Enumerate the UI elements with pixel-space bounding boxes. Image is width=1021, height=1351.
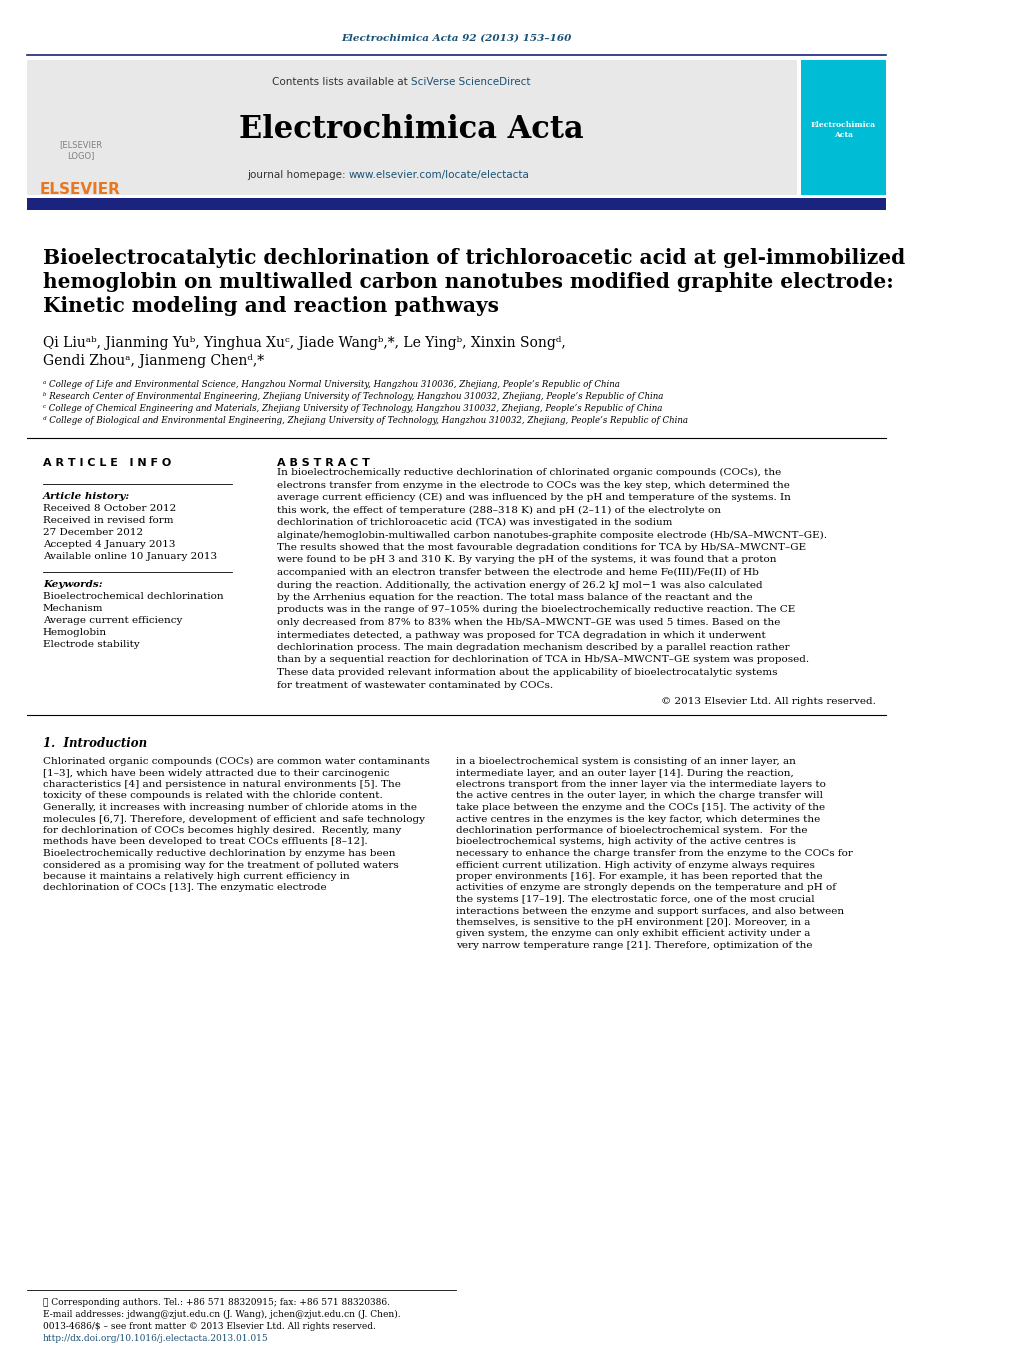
Text: intermediates detected, a pathway was proposed for TCA degradation in which it u: intermediates detected, a pathway was pr… bbox=[277, 631, 766, 639]
Text: Article history:: Article history: bbox=[43, 492, 130, 501]
Text: very narrow temperature range [21]. Therefore, optimization of the: very narrow temperature range [21]. Ther… bbox=[456, 942, 813, 950]
Text: Kinetic modeling and reaction pathways: Kinetic modeling and reaction pathways bbox=[43, 296, 499, 316]
Text: 27 December 2012: 27 December 2012 bbox=[43, 528, 143, 536]
Text: ELSEVIER: ELSEVIER bbox=[40, 182, 120, 197]
Text: the active centres in the outer layer, in which the charge transfer will: the active centres in the outer layer, i… bbox=[456, 792, 823, 801]
Text: accompanied with an electron transfer between the electrode and heme Fe(III)/Fe(: accompanied with an electron transfer be… bbox=[277, 567, 759, 577]
Text: bioelectrochemical systems, high activity of the active centres is: bioelectrochemical systems, high activit… bbox=[456, 838, 795, 847]
Text: ᶜ College of Chemical Engineering and Materials, Zhejiang University of Technolo: ᶜ College of Chemical Engineering and Ma… bbox=[43, 404, 663, 413]
Text: ᵈ College of Biological and Environmental Engineering, Zhejiang University of Te: ᵈ College of Biological and Environmenta… bbox=[43, 416, 688, 426]
FancyBboxPatch shape bbox=[27, 59, 796, 195]
Text: alginate/hemoglobin-multiwalled carbon nanotubes-graphite composite electrode (H: alginate/hemoglobin-multiwalled carbon n… bbox=[277, 531, 827, 539]
Text: Received in revised form: Received in revised form bbox=[43, 516, 174, 526]
Text: Bioelectrocatalytic dechlorination of trichloroacetic acid at gel-immobilized: Bioelectrocatalytic dechlorination of tr… bbox=[43, 249, 906, 267]
Text: active centres in the enzymes is the key factor, which determines the: active centres in the enzymes is the key… bbox=[456, 815, 820, 824]
Text: molecules [6,7]. Therefore, development of efficient and safe technology: molecules [6,7]. Therefore, development … bbox=[43, 815, 425, 824]
Text: Electrochimica Acta: Electrochimica Acta bbox=[239, 115, 584, 146]
Text: dechlorination process. The main degradation mechanism described by a parallel r: dechlorination process. The main degrada… bbox=[277, 643, 790, 653]
Text: Electrochimica
Acta: Electrochimica Acta bbox=[811, 122, 876, 139]
Text: for treatment of wastewater contaminated by COCs.: for treatment of wastewater contaminated… bbox=[277, 681, 553, 689]
Text: interactions between the enzyme and support surfaces, and also between: interactions between the enzyme and supp… bbox=[456, 907, 844, 916]
FancyBboxPatch shape bbox=[27, 199, 886, 209]
Text: [ELSEVIER
LOGO]: [ELSEVIER LOGO] bbox=[59, 141, 102, 159]
Text: ᵇ Research Center of Environmental Engineering, Zhejiang University of Technolog: ᵇ Research Center of Environmental Engin… bbox=[43, 392, 664, 401]
Text: only decreased from 87% to 83% when the Hb/SA–MWCNT–GE was used 5 times. Based o: only decreased from 87% to 83% when the … bbox=[277, 617, 780, 627]
Text: Available online 10 January 2013: Available online 10 January 2013 bbox=[43, 553, 217, 561]
Text: Keywords:: Keywords: bbox=[43, 580, 102, 589]
Text: methods have been developed to treat COCs effluents [8–12].: methods have been developed to treat COC… bbox=[43, 838, 368, 847]
Text: ★ Corresponding authors. Tel.: +86 571 88320915; fax: +86 571 88320386.: ★ Corresponding authors. Tel.: +86 571 8… bbox=[43, 1298, 390, 1306]
Text: A R T I C L E   I N F O: A R T I C L E I N F O bbox=[43, 458, 172, 467]
Text: characteristics [4] and persistence in natural environments [5]. The: characteristics [4] and persistence in n… bbox=[43, 780, 401, 789]
Text: proper environments [16]. For example, it has been reported that the: proper environments [16]. For example, i… bbox=[456, 871, 823, 881]
Text: dechlorination of COCs [13]. The enzymatic electrode: dechlorination of COCs [13]. The enzymat… bbox=[43, 884, 327, 893]
Text: Qi Liuᵃᵇ, Jianming Yuᵇ, Yinghua Xuᶜ, Jiade Wangᵇ,*, Le Yingᵇ, Xinxin Songᵈ,: Qi Liuᵃᵇ, Jianming Yuᵇ, Yinghua Xuᶜ, Jia… bbox=[43, 336, 566, 350]
Text: were found to be pH 3 and 310 K. By varying the pH of the systems, it was found : were found to be pH 3 and 310 K. By vary… bbox=[277, 555, 777, 565]
Text: electrons transfer from enzyme in the electrode to COCs was the key step, which : electrons transfer from enzyme in the el… bbox=[277, 481, 790, 489]
Text: dechlorination performance of bioelectrochemical system.  For the: dechlorination performance of bioelectro… bbox=[456, 825, 808, 835]
Text: In bioelectrochemically reductive dechlorination of chlorinated organic compound: In bioelectrochemically reductive dechlo… bbox=[277, 467, 781, 477]
Text: Contents lists available at: Contents lists available at bbox=[273, 77, 411, 86]
Text: Chlorinated organic compounds (COCs) are common water contaminants: Chlorinated organic compounds (COCs) are… bbox=[43, 757, 430, 766]
Text: hemoglobin on multiwalled carbon nanotubes modified graphite electrode:: hemoglobin on multiwalled carbon nanotub… bbox=[43, 272, 893, 292]
Text: average current efficiency (CE) and was influenced by the pH and temperature of : average current efficiency (CE) and was … bbox=[277, 493, 791, 503]
Text: Generally, it increases with increasing number of chloride atoms in the: Generally, it increases with increasing … bbox=[43, 802, 417, 812]
Text: 0013-4686/$ – see front matter © 2013 Elsevier Ltd. All rights reserved.: 0013-4686/$ – see front matter © 2013 El… bbox=[43, 1323, 376, 1331]
Text: by the Arrhenius equation for the reaction. The total mass balance of the reacta: by the Arrhenius equation for the reacti… bbox=[277, 593, 752, 603]
Text: Bioelectrochemical dechlorination: Bioelectrochemical dechlorination bbox=[43, 592, 224, 601]
Text: than by a sequential reaction for dechlorination of TCA in Hb/SA–MWCNT–GE system: than by a sequential reaction for dechlo… bbox=[277, 655, 810, 665]
Text: www.elsevier.com/locate/electacta: www.elsevier.com/locate/electacta bbox=[349, 170, 530, 180]
Text: [1–3], which have been widely attracted due to their carcinogenic: [1–3], which have been widely attracted … bbox=[43, 769, 389, 777]
Text: electrons transport from the inner layer via the intermediate layers to: electrons transport from the inner layer… bbox=[456, 780, 826, 789]
Text: Electrochimica Acta 92 (2013) 153–160: Electrochimica Acta 92 (2013) 153–160 bbox=[341, 34, 571, 42]
Text: in a bioelectrochemical system is consisting of an inner layer, an: in a bioelectrochemical system is consis… bbox=[456, 757, 795, 766]
Text: SciVerse ScienceDirect: SciVerse ScienceDirect bbox=[411, 77, 531, 86]
Text: efficient current utilization. High activity of enzyme always requires: efficient current utilization. High acti… bbox=[456, 861, 815, 870]
Text: E-mail addresses: jdwang@zjut.edu.cn (J. Wang), jchen@zjut.edu.cn (J. Chen).: E-mail addresses: jdwang@zjut.edu.cn (J.… bbox=[43, 1310, 400, 1319]
Text: © 2013 Elsevier Ltd. All rights reserved.: © 2013 Elsevier Ltd. All rights reserved… bbox=[662, 697, 876, 707]
Text: The results showed that the most favourable degradation conditions for TCA by Hb: The results showed that the most favoura… bbox=[277, 543, 807, 553]
Text: Accepted 4 January 2013: Accepted 4 January 2013 bbox=[43, 540, 176, 549]
Text: products was in the range of 97–105% during the bioelectrochemically reductive r: products was in the range of 97–105% dur… bbox=[277, 605, 795, 615]
Text: Received 8 October 2012: Received 8 October 2012 bbox=[43, 504, 177, 513]
Text: toxicity of these compounds is related with the chloride content.: toxicity of these compounds is related w… bbox=[43, 792, 383, 801]
Text: ᵃ College of Life and Environmental Science, Hangzhou Normal University, Hangzho: ᵃ College of Life and Environmental Scie… bbox=[43, 380, 620, 389]
FancyBboxPatch shape bbox=[801, 59, 886, 195]
Text: given system, the enzyme can only exhibit efficient activity under a: given system, the enzyme can only exhibi… bbox=[456, 929, 811, 939]
Text: A B S T R A C T: A B S T R A C T bbox=[277, 458, 370, 467]
Text: Gendi Zhouᵃ, Jianmeng Chenᵈ,*: Gendi Zhouᵃ, Jianmeng Chenᵈ,* bbox=[43, 354, 264, 367]
Text: Average current efficiency: Average current efficiency bbox=[43, 616, 183, 626]
Text: this work, the effect of temperature (288–318 K) and pH (2–11) of the electrolyt: this work, the effect of temperature (28… bbox=[277, 505, 721, 515]
Text: because it maintains a relatively high current efficiency in: because it maintains a relatively high c… bbox=[43, 871, 349, 881]
Text: for dechlorination of COCs becomes highly desired.  Recently, many: for dechlorination of COCs becomes highl… bbox=[43, 825, 401, 835]
Text: dechlorination of trichloroacetic acid (TCA) was investigated in the sodium: dechlorination of trichloroacetic acid (… bbox=[277, 517, 673, 527]
Text: during the reaction. Additionally, the activation energy of 26.2 kJ mol−1 was al: during the reaction. Additionally, the a… bbox=[277, 581, 763, 589]
Text: the systems [17–19]. The electrostatic force, one of the most crucial: the systems [17–19]. The electrostatic f… bbox=[456, 894, 815, 904]
Text: http://dx.doi.org/10.1016/j.electacta.2013.01.015: http://dx.doi.org/10.1016/j.electacta.20… bbox=[43, 1333, 269, 1343]
Text: themselves, is sensitive to the pH environment [20]. Moreover, in a: themselves, is sensitive to the pH envir… bbox=[456, 917, 811, 927]
Text: considered as a promising way for the treatment of polluted waters: considered as a promising way for the tr… bbox=[43, 861, 398, 870]
Text: These data provided relevant information about the applicability of bioelectroca: These data provided relevant information… bbox=[277, 667, 778, 677]
Text: Mechanism: Mechanism bbox=[43, 604, 103, 613]
Text: activities of enzyme are strongly depends on the temperature and pH of: activities of enzyme are strongly depend… bbox=[456, 884, 836, 893]
Text: Electrode stability: Electrode stability bbox=[43, 640, 140, 648]
Text: Bioelectrochemically reductive dechlorination by enzyme has been: Bioelectrochemically reductive dechlorin… bbox=[43, 848, 395, 858]
Text: Hemoglobin: Hemoglobin bbox=[43, 628, 107, 638]
Text: journal homepage:: journal homepage: bbox=[247, 170, 349, 180]
Text: intermediate layer, and an outer layer [14]. During the reaction,: intermediate layer, and an outer layer [… bbox=[456, 769, 793, 777]
Text: necessary to enhance the charge transfer from the enzyme to the COCs for: necessary to enhance the charge transfer… bbox=[456, 848, 853, 858]
Text: 1.  Introduction: 1. Introduction bbox=[43, 738, 147, 750]
Text: take place between the enzyme and the COCs [15]. The activity of the: take place between the enzyme and the CO… bbox=[456, 802, 825, 812]
